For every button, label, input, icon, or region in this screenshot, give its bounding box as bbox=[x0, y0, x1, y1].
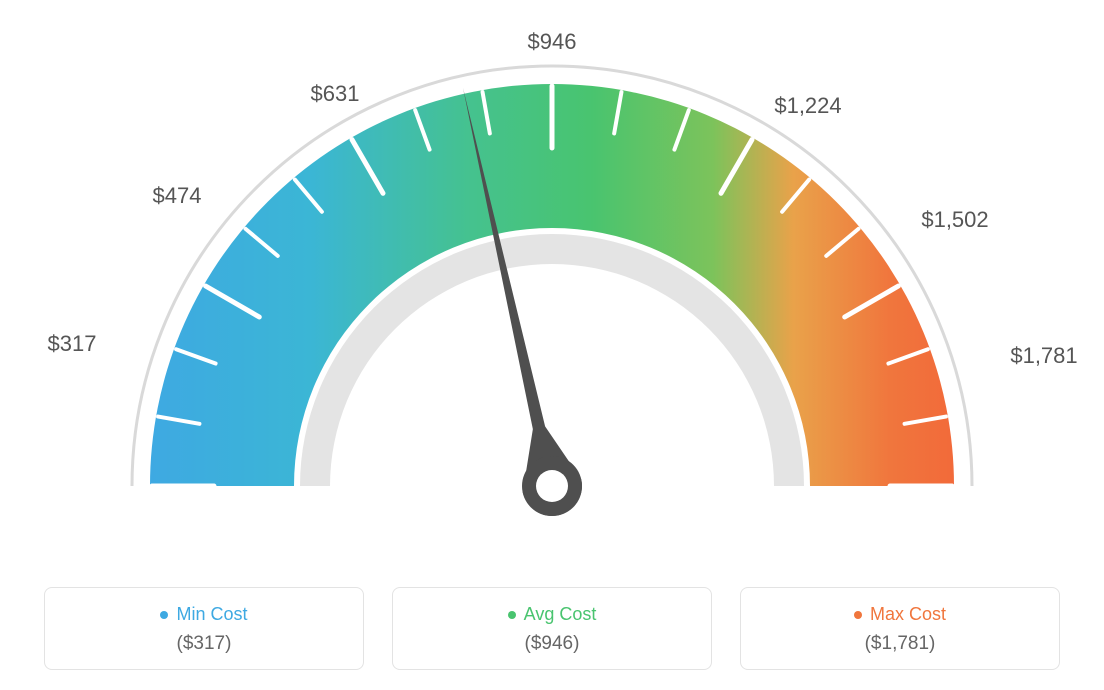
legend-avg-title: Avg Cost bbox=[508, 604, 597, 625]
legend-min-value: ($317) bbox=[55, 633, 353, 655]
gauge-scale-label: $474 bbox=[153, 183, 202, 209]
gauge-scale-label: $1,502 bbox=[921, 207, 988, 233]
legend-row: Min Cost ($317) Avg Cost ($946) Max Cost… bbox=[0, 587, 1104, 670]
gauge-scale-label: $1,781 bbox=[1010, 343, 1077, 369]
legend-card-avg: Avg Cost ($946) bbox=[392, 587, 712, 670]
legend-avg-dot bbox=[508, 611, 516, 619]
legend-min-title: Min Cost bbox=[160, 604, 247, 625]
legend-min-dot bbox=[160, 611, 168, 619]
gauge-scale-label: $1,224 bbox=[774, 93, 841, 119]
legend-card-max: Max Cost ($1,781) bbox=[740, 587, 1060, 670]
legend-max-title: Max Cost bbox=[854, 604, 946, 625]
gauge-scale-label: $317 bbox=[48, 331, 97, 357]
legend-avg-value: ($946) bbox=[403, 633, 701, 655]
legend-min-label: Min Cost bbox=[176, 604, 247, 625]
legend-max-label: Max Cost bbox=[870, 604, 946, 625]
gauge-scale-label: $946 bbox=[528, 29, 577, 55]
legend-card-min: Min Cost ($317) bbox=[44, 587, 364, 670]
legend-max-value: ($1,781) bbox=[751, 633, 1049, 655]
gauge-scale-label: $631 bbox=[311, 81, 360, 107]
gauge-chart: $317 $474 $631 $946 $1,224 $1,502 $1,781 bbox=[0, 0, 1104, 560]
gauge-svg bbox=[0, 0, 1104, 560]
legend-avg-label: Avg Cost bbox=[524, 604, 597, 625]
legend-max-dot bbox=[854, 611, 862, 619]
